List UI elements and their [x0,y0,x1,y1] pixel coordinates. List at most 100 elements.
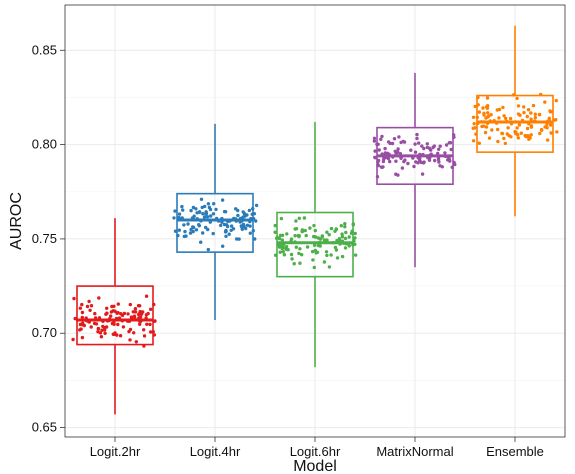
data-point [136,304,141,308]
data-point [206,247,210,252]
data-point [201,212,205,216]
data-point [89,325,93,329]
data-point [205,215,210,219]
data-point [548,123,553,127]
data-point [444,143,449,147]
data-point [487,136,492,140]
data-point [379,137,383,141]
data-point [128,302,132,307]
box-Logit.2hr [76,218,154,415]
y-tick-label: 0.75 [32,231,57,246]
data-point [484,125,489,129]
data-point [372,139,377,143]
data-point [197,223,201,227]
data-point [406,161,410,166]
data-point [278,250,282,254]
data-point [89,304,94,308]
data-point [549,131,553,135]
data-point [96,330,100,334]
data-point [207,205,212,210]
data-point [526,134,530,138]
data-point [214,207,218,212]
y-tick-label: 0.65 [32,420,57,435]
data-point [339,224,343,228]
data-point [139,312,144,316]
data-point [334,227,338,232]
data-point [248,224,252,228]
data-point [121,325,126,329]
data-point [100,328,104,332]
data-point [325,253,329,258]
data-point [206,202,211,206]
data-point [425,142,429,146]
data-point [130,315,134,319]
data-point [189,208,193,213]
data-point [313,228,317,233]
data-point [383,146,387,151]
data-point [526,108,531,112]
data-point [422,160,426,164]
data-point [533,115,537,120]
data-point [142,334,147,338]
data-point [490,128,494,132]
data-point [437,160,441,164]
data-point [126,312,130,316]
data-point [373,156,377,160]
data-point [97,296,101,300]
data-point [502,136,506,141]
data-point [448,141,453,145]
data-point [180,204,184,209]
data-point [113,331,117,335]
data-point [71,337,75,342]
data-point [333,245,338,250]
data-point [280,246,284,251]
data-point [131,310,135,314]
data-point [290,257,294,261]
data-point [433,158,437,163]
data-point [313,235,318,239]
data-point [280,233,285,237]
data-point [279,244,283,248]
data-point [340,254,345,259]
data-point [347,244,351,248]
data-point [189,227,193,232]
data-point [305,245,310,249]
data-point [516,112,521,116]
data-point [547,116,551,121]
data-point [554,98,558,103]
data-point [247,208,252,213]
data-point [529,111,533,115]
data-point [473,126,477,130]
data-point [293,234,297,238]
data-point [516,136,520,140]
data-point [220,198,225,202]
data-point [502,114,506,118]
data-point [543,100,547,104]
data-point [312,265,316,270]
data-point [302,216,307,220]
data-point [254,203,259,208]
data-point [438,144,442,148]
data-point [277,236,282,241]
data-point [236,213,240,218]
data-point [538,131,542,136]
data-point [237,237,241,241]
data-point [373,149,377,153]
data-point [525,126,530,131]
data-point [92,321,97,326]
data-point [99,335,104,339]
data-point [496,127,500,132]
data-point [289,237,294,241]
data-point [116,311,120,315]
data-point [504,116,508,121]
data-point [486,111,490,115]
box-iqr [76,285,154,346]
data-point [497,116,501,120]
data-point [334,248,339,252]
data-point [483,130,488,135]
data-point [489,113,493,117]
data-point [540,128,544,132]
data-point [297,251,301,256]
data-point [308,226,312,230]
data-point [340,232,344,236]
